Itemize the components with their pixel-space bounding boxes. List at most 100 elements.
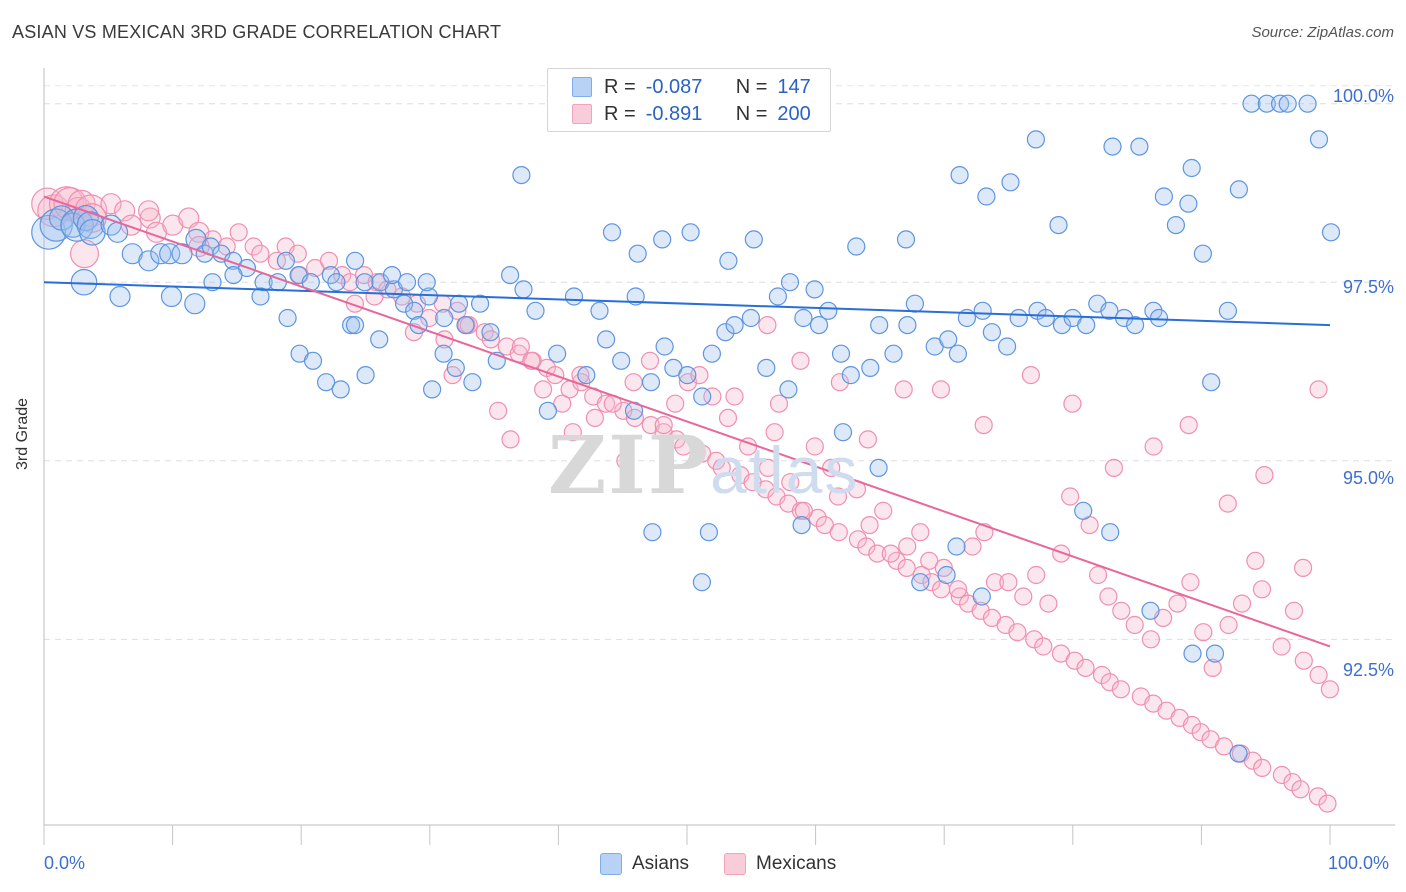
asians-point (1009, 308, 1028, 328)
asians-point (501, 266, 520, 285)
y-tick-label: 100.0% (1332, 86, 1394, 106)
y-tick-label: 92.5% (1342, 660, 1394, 680)
asians-point (526, 301, 545, 320)
mexicans-point (1104, 458, 1124, 477)
mexicans-point (563, 423, 582, 442)
mexicans-point (1088, 565, 1108, 585)
asians-point (171, 243, 193, 265)
asians-point (1202, 373, 1221, 392)
asians-point (1001, 173, 1020, 192)
mexicans-point (769, 394, 789, 413)
asians-point (1166, 216, 1186, 235)
asians-point (869, 458, 888, 477)
asians-point (847, 237, 866, 256)
mexicans-point (1284, 601, 1304, 620)
mexicans-point (654, 416, 673, 435)
mexicans-point (244, 237, 263, 256)
mexicans-point (712, 458, 731, 477)
asians-point (741, 308, 761, 328)
asians-point (1182, 158, 1201, 178)
asians-point (870, 316, 889, 335)
mexicans-point (1232, 594, 1252, 613)
mexicans-point (822, 458, 841, 477)
asians-point (884, 344, 903, 363)
asians-point (1036, 308, 1055, 328)
mexicans-point (868, 544, 887, 563)
mexicans-point (251, 244, 270, 263)
mexicans-point (874, 501, 893, 520)
asians-point (276, 251, 295, 270)
asians-point (160, 285, 183, 308)
asians-point (547, 344, 567, 363)
asians-point (1229, 744, 1248, 763)
mexicans-point (1243, 751, 1262, 770)
mexicans-point (828, 487, 848, 506)
asians-point (792, 515, 811, 535)
mexicans-point (971, 601, 990, 620)
mexicans-point (1308, 787, 1328, 806)
legend-n-value: 147 (777, 75, 811, 98)
asians-point (471, 294, 490, 313)
asians-point (397, 273, 417, 292)
mexicans-point (1168, 594, 1187, 613)
asians-point (514, 280, 533, 299)
legend-swatch-asians (572, 77, 592, 97)
mexicans-point (1076, 658, 1095, 678)
mexicans-point (1191, 723, 1210, 742)
mexicans-points (31, 186, 1340, 813)
mexicans-point (678, 373, 698, 392)
mexicans-point (614, 401, 633, 420)
mexicans-point (1111, 680, 1131, 699)
asians-point (655, 337, 674, 356)
mexicans-point (1052, 544, 1071, 563)
asians-point (138, 250, 160, 272)
mexicans-point (1144, 437, 1163, 456)
asians-point (203, 273, 222, 292)
asians-point (435, 308, 454, 328)
asians-point (861, 358, 880, 377)
legend-row-mexicans: R = -0.891 N = 200 (572, 103, 811, 125)
mexicans-point (1252, 580, 1272, 599)
mexicans-point (830, 373, 850, 392)
asians-point (355, 273, 374, 292)
mexicans-point (948, 580, 968, 599)
asians-point (719, 251, 738, 270)
asians-point (997, 337, 1017, 356)
mexicans-point (756, 480, 775, 499)
asians-point (628, 244, 647, 263)
mexicans-point (1218, 494, 1237, 513)
bottom-legend-label-asians: Asians (632, 853, 690, 874)
mexicans-point (1246, 551, 1265, 570)
asians-point (678, 366, 697, 385)
asians-point (947, 537, 966, 556)
mexicans-point (1179, 416, 1198, 435)
asians-point (841, 366, 860, 385)
mexicans-point (857, 537, 876, 556)
mexicans-point (963, 537, 982, 556)
mexicans-point (758, 316, 777, 335)
mexicans-point (1272, 765, 1292, 785)
legend-r-value: -0.087 (645, 75, 703, 98)
asians-point (150, 243, 172, 265)
asians-point (345, 316, 365, 335)
legend-r-label: R = (604, 75, 636, 98)
mexicans-point (1293, 558, 1313, 578)
asians-point (653, 230, 672, 249)
asians-point (577, 366, 596, 385)
asians-point (805, 280, 824, 299)
mexicans-point (974, 416, 993, 435)
asians-point (831, 344, 851, 363)
mexicans-point (489, 401, 508, 420)
asians-point (1074, 501, 1093, 520)
mexicans-point (100, 193, 122, 215)
asians-point (977, 187, 996, 206)
asians-point (1183, 644, 1202, 663)
mexicans-point (920, 551, 939, 570)
mexicans-point (178, 207, 200, 229)
y-axis-title: 3rd Grade (14, 397, 31, 470)
mexicans-point (616, 451, 635, 470)
mexicans-point (765, 423, 784, 442)
mexicans-point (898, 537, 917, 556)
asians-point (109, 285, 131, 308)
mexicans-point (585, 408, 605, 427)
